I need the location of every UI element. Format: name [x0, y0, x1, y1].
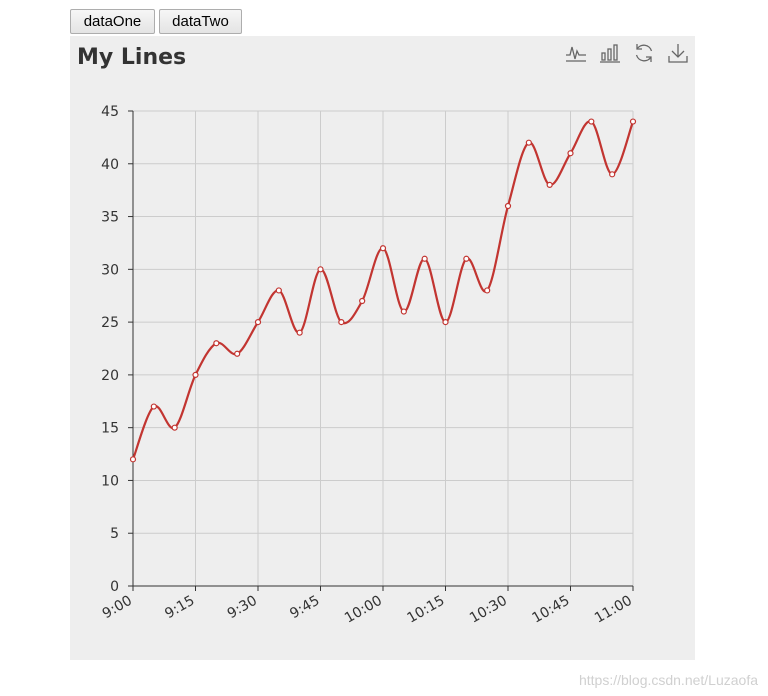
y-tick-label: 45 — [101, 104, 119, 120]
y-tick-label: 40 — [101, 157, 119, 173]
grid-lines — [133, 110, 634, 586]
data-point — [379, 245, 387, 252]
data-point — [171, 424, 178, 431]
chart-title: My Lines — [77, 45, 187, 70]
data-point — [609, 171, 616, 178]
x-tick-label: 10:15 — [405, 593, 448, 627]
data-point — [359, 297, 366, 305]
x-tick-label: 10:30 — [467, 593, 510, 627]
x-tick-label: 11:00 — [592, 593, 635, 627]
watermark: https://blog.csdn.net/Luzaofa — [578, 672, 758, 688]
y-tick-label: 15 — [101, 421, 119, 437]
line-chart-icon[interactable] — [565, 42, 587, 64]
data-point — [254, 319, 262, 326]
data-point — [567, 150, 574, 157]
bar-chart-icon[interactable] — [599, 42, 621, 64]
data-point — [150, 403, 157, 410]
x-tick-label: 10:00 — [342, 593, 385, 627]
data-point — [629, 118, 637, 125]
data-point — [546, 181, 553, 188]
data-point — [275, 287, 282, 294]
chart-toolbox — [565, 42, 689, 64]
y-tick-label: 25 — [101, 315, 119, 331]
data-point — [421, 255, 428, 262]
y-tick-label: 0 — [110, 579, 119, 595]
data-point — [129, 456, 137, 463]
data-point — [463, 255, 470, 262]
x-tick-label: 9:45 — [287, 593, 322, 623]
y-tick-label: 30 — [101, 262, 119, 278]
y-tick-label: 20 — [101, 368, 119, 384]
data-point — [338, 319, 345, 326]
data-one-button[interactable]: dataOne — [70, 9, 155, 34]
line-chart: 0 5 10 15 20 25 30 35 40 45 9:00 9:15 9:30 9:45 10:00 1… — [100, 104, 637, 627]
data-point — [525, 139, 532, 146]
data-point — [588, 118, 595, 125]
data-point — [234, 350, 241, 357]
data-points — [129, 118, 637, 463]
x-tick-label: 9:00 — [100, 593, 135, 623]
chart-panel: My Lines — [70, 36, 695, 660]
x-tick-label: 9:15 — [162, 593, 197, 623]
x-tick-label: 9:30 — [225, 593, 260, 623]
data-point — [213, 340, 220, 347]
data-point — [484, 287, 491, 294]
data-point — [317, 266, 324, 273]
x-tick-label: 10:45 — [530, 593, 573, 627]
y-tick-label: 35 — [101, 210, 119, 226]
data-point — [442, 319, 449, 326]
data-point — [400, 308, 407, 315]
y-tick-label: 5 — [110, 526, 119, 542]
data-point — [296, 329, 303, 336]
y-tick-label: 10 — [101, 473, 119, 489]
download-icon[interactable] — [667, 42, 689, 64]
data-two-button[interactable]: dataTwo — [159, 9, 242, 34]
data-point — [192, 371, 199, 378]
refresh-icon[interactable] — [633, 42, 655, 64]
data-point — [504, 202, 512, 210]
